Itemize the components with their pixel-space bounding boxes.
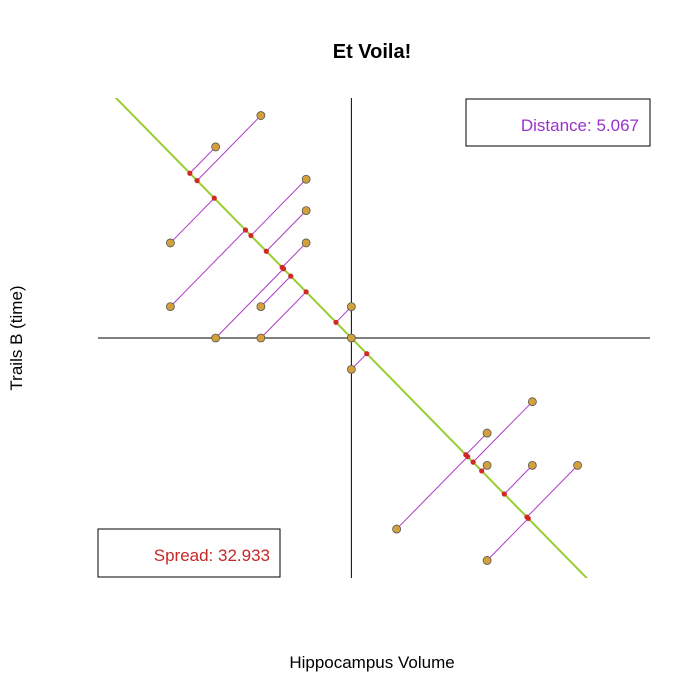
data-point — [301, 206, 311, 216]
data-point — [346, 302, 356, 312]
projection-line — [486, 518, 529, 561]
projection-line — [170, 197, 215, 244]
data-point — [527, 397, 537, 407]
data-point — [165, 238, 175, 248]
projection-point — [263, 248, 269, 254]
projection-line — [472, 401, 533, 463]
projection-line — [396, 456, 469, 530]
projection-line — [215, 268, 284, 339]
projection-point — [364, 351, 370, 357]
data-point — [301, 238, 311, 248]
projection-line — [265, 210, 307, 252]
data-point — [211, 333, 221, 343]
fit-line — [114, 98, 589, 578]
projection-line — [196, 115, 262, 181]
data-point — [573, 460, 583, 470]
projection-line — [503, 465, 533, 495]
data-point — [165, 302, 175, 312]
projection-point — [288, 273, 294, 279]
projection-point — [187, 170, 193, 176]
data-point — [527, 460, 537, 470]
data-point — [346, 333, 356, 343]
data-point — [482, 428, 492, 438]
projection-line — [465, 432, 488, 456]
projection-point — [479, 468, 485, 474]
distance-legend: Distance: 5.067 — [465, 98, 651, 147]
projection-point — [242, 227, 249, 233]
chart-title: Et Voila! — [333, 41, 412, 63]
projection-point — [501, 491, 507, 497]
data-point — [301, 174, 311, 184]
projection-line — [281, 242, 307, 268]
projection-point — [303, 289, 309, 295]
data-point — [256, 333, 266, 343]
projection-point — [465, 454, 471, 460]
projection-point — [525, 515, 531, 522]
spread-legend: Spread: 32.933 — [97, 528, 281, 578]
projection-line — [526, 465, 578, 518]
projection-point — [333, 319, 339, 325]
data-point — [482, 460, 492, 470]
data-point — [256, 111, 266, 120]
spread-legend-box — [97, 528, 281, 578]
y-axis-label: Trails B (time) — [7, 285, 26, 390]
projection-line — [250, 178, 307, 236]
projection-line — [170, 229, 246, 307]
data-point — [392, 524, 402, 534]
data-point — [211, 142, 221, 152]
data-point — [482, 556, 492, 565]
projection-line — [260, 291, 307, 339]
projection-line — [189, 146, 216, 174]
spread-label: Spread: 32.933 — [154, 546, 270, 565]
projection-line — [260, 275, 292, 307]
projection-point — [211, 195, 217, 201]
projection-point — [470, 459, 476, 465]
distance-label: Distance: 5.067 — [521, 116, 639, 135]
data-point — [256, 302, 266, 312]
projection-point — [194, 178, 200, 184]
data-point — [346, 364, 356, 374]
distance-legend-box — [465, 98, 651, 147]
projection-point — [280, 266, 287, 272]
x-axis-label: Hippocampus Volume — [289, 653, 454, 672]
projection-point — [248, 232, 254, 239]
